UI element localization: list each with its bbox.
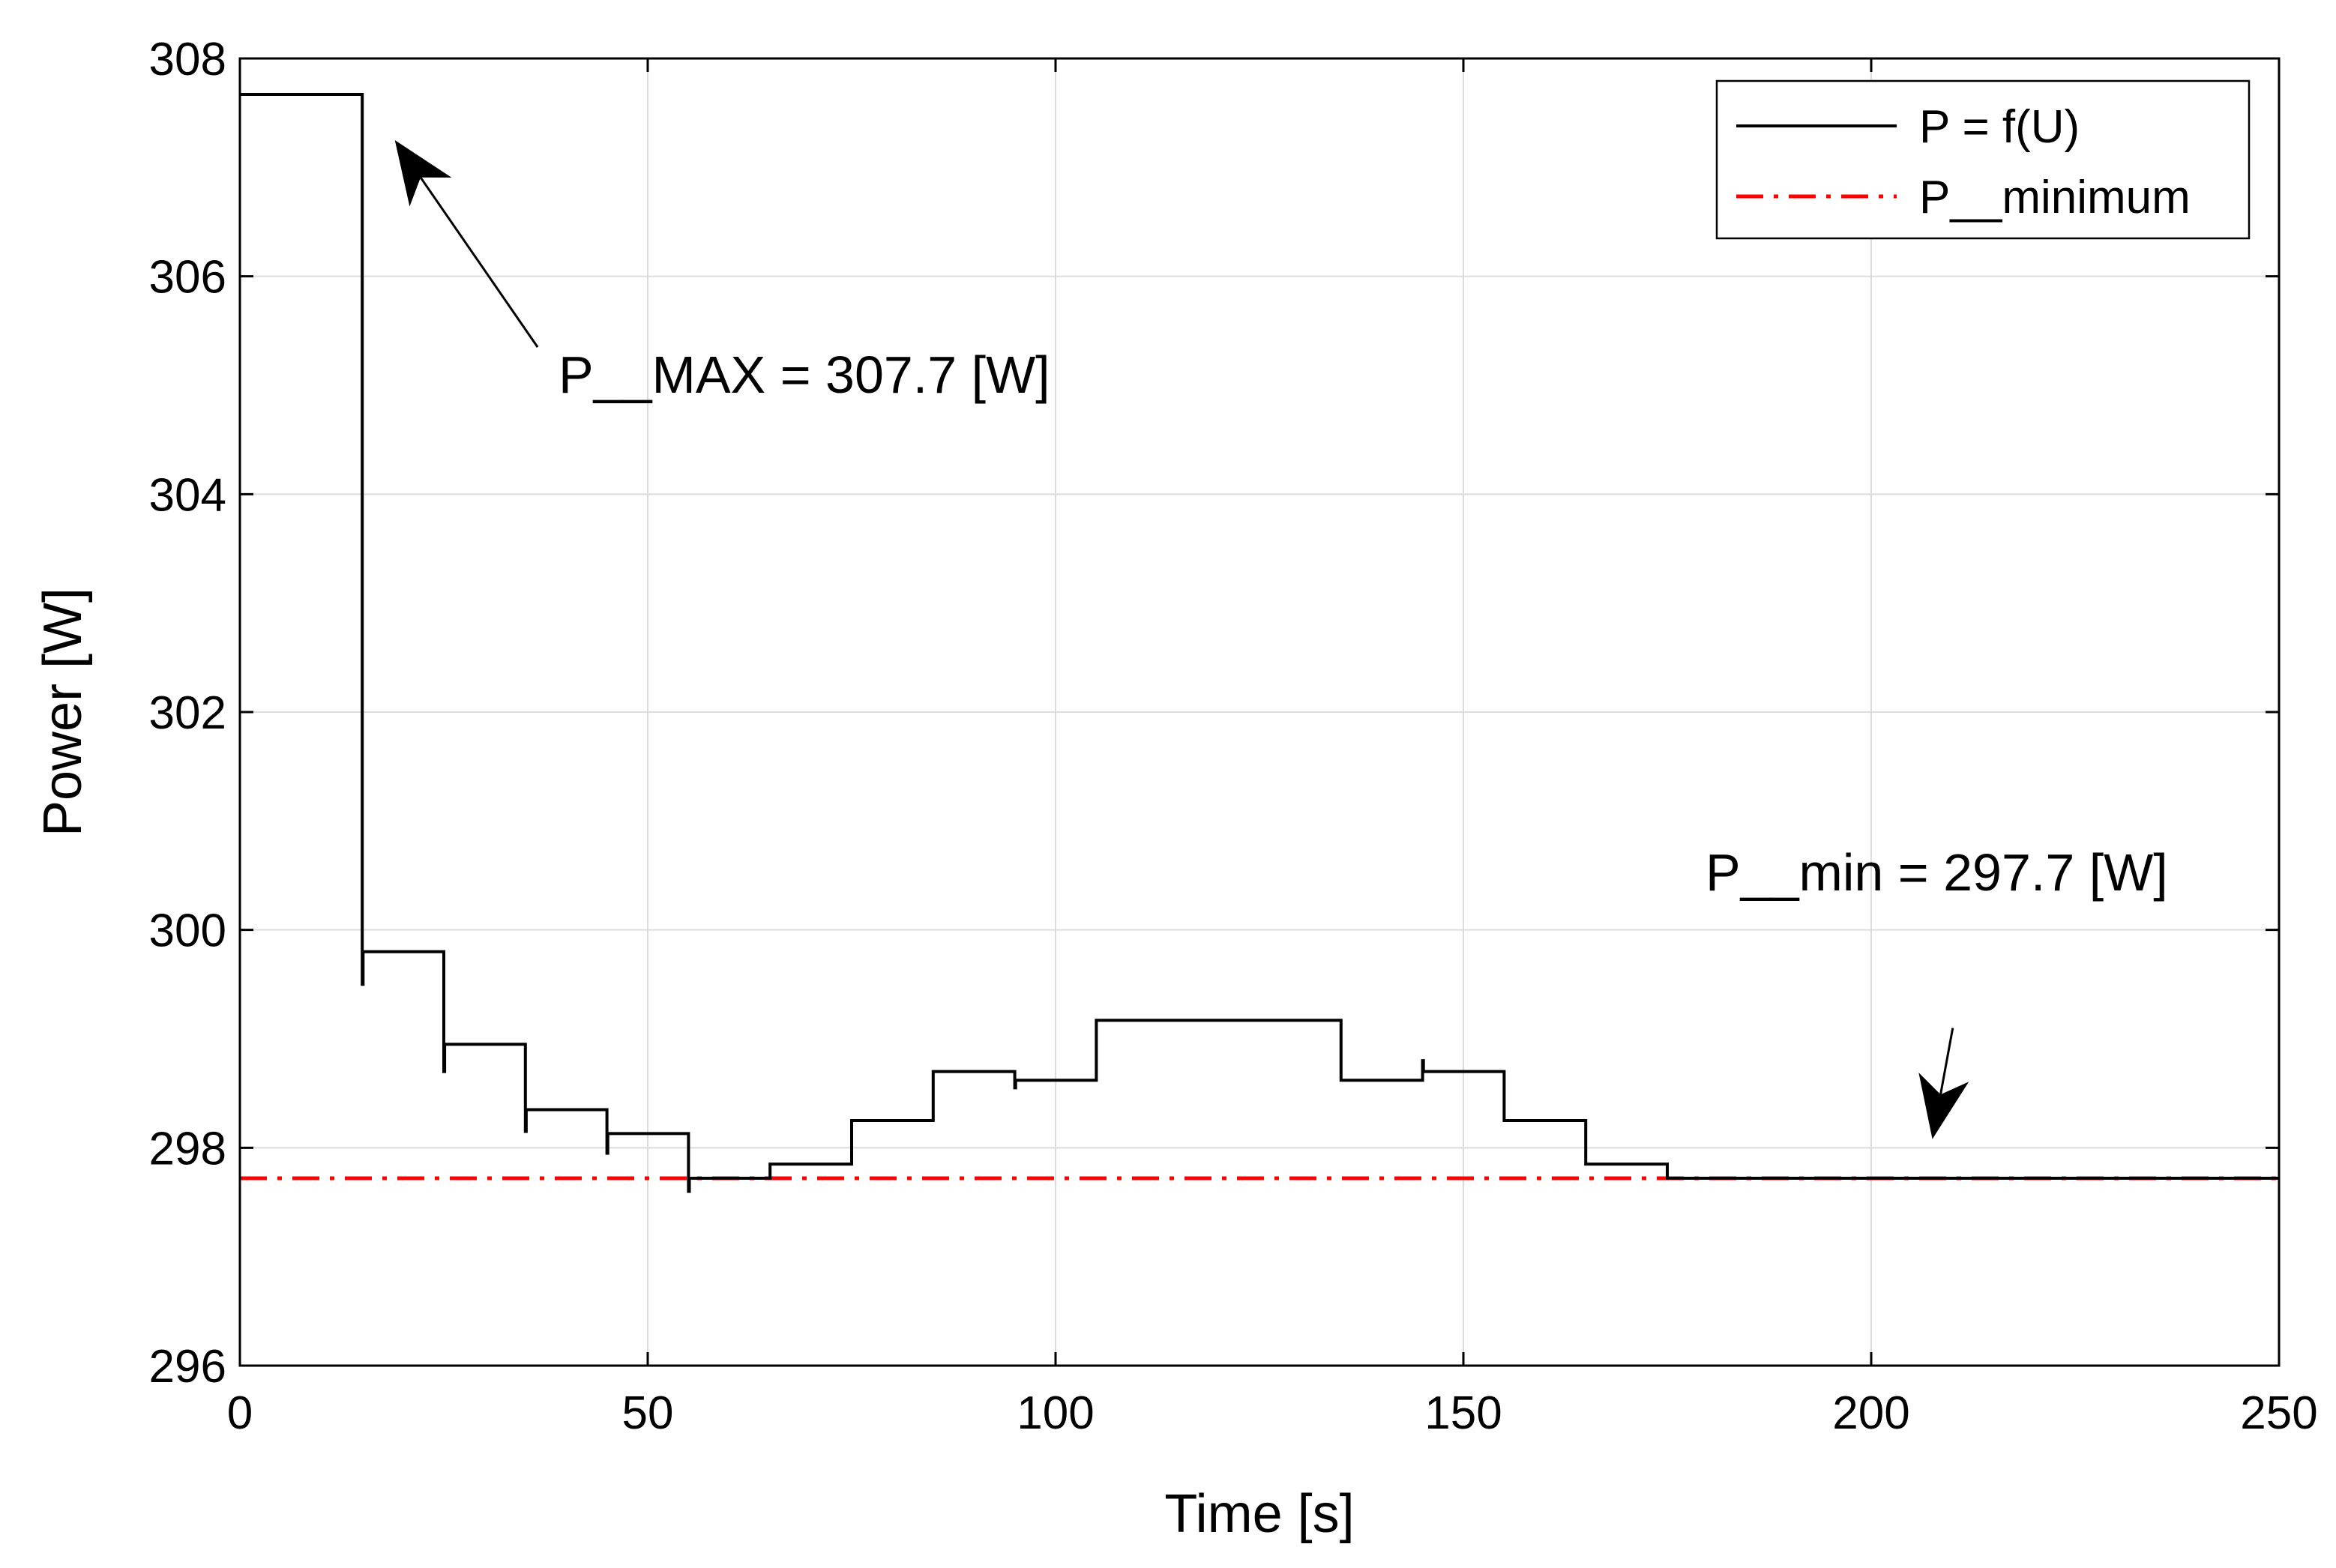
- y-tick-label-296: 296: [149, 1341, 226, 1393]
- annotation-arrow-shaft-1: [1939, 1028, 1954, 1095]
- annotation-label-1: P__min = 297.7 [W]: [1706, 843, 2168, 902]
- series-layer: [240, 93, 2279, 1193]
- series-line-p-f-u: [240, 93, 2279, 1193]
- y-axis-title: Power [W]: [33, 588, 93, 836]
- y-tick-label-302: 302: [149, 687, 226, 739]
- annotations: P__MAX = 307.7 [W] P__min = 297.7 [W]: [394, 140, 2168, 1139]
- y-tick-label-298: 298: [149, 1123, 226, 1175]
- y-tick-label-304: 304: [149, 469, 226, 521]
- legend-label-p-f-u: P = f(U): [1919, 101, 2080, 153]
- annotation-arrow-shaft-0: [419, 176, 539, 348]
- grid-lines: [240, 58, 2279, 1366]
- y-tick-label-300: 300: [149, 905, 226, 957]
- annotation-label-0: P__MAX = 307.7 [W]: [559, 346, 1050, 404]
- x-tick-label-250: 250: [2240, 1387, 2317, 1439]
- x-tick-label-0: 0: [227, 1387, 253, 1439]
- x-tick-label-150: 150: [1424, 1387, 1502, 1439]
- x-tick-label-100: 100: [1017, 1387, 1094, 1439]
- legend-label-p-minimum: P__minimum: [1919, 172, 2191, 223]
- legend-box: [1715, 79, 2251, 240]
- axis-ticks: 0 50 100 150 200 250 296 298 300 302 304 306 308: [149, 34, 2318, 1439]
- x-axis-title: Time [s]: [1164, 1484, 1354, 1544]
- y-tick-label-306: 306: [149, 252, 226, 304]
- annotation-arrow-head-1: [1918, 1072, 1969, 1139]
- annotation-arrow-head-0: [394, 140, 452, 207]
- legend: P = f(U) P__minimum: [1715, 79, 2251, 240]
- y-tick-label-308: 308: [149, 34, 226, 85]
- x-tick-label-50: 50: [622, 1387, 674, 1439]
- x-tick-label-200: 200: [1832, 1387, 1909, 1439]
